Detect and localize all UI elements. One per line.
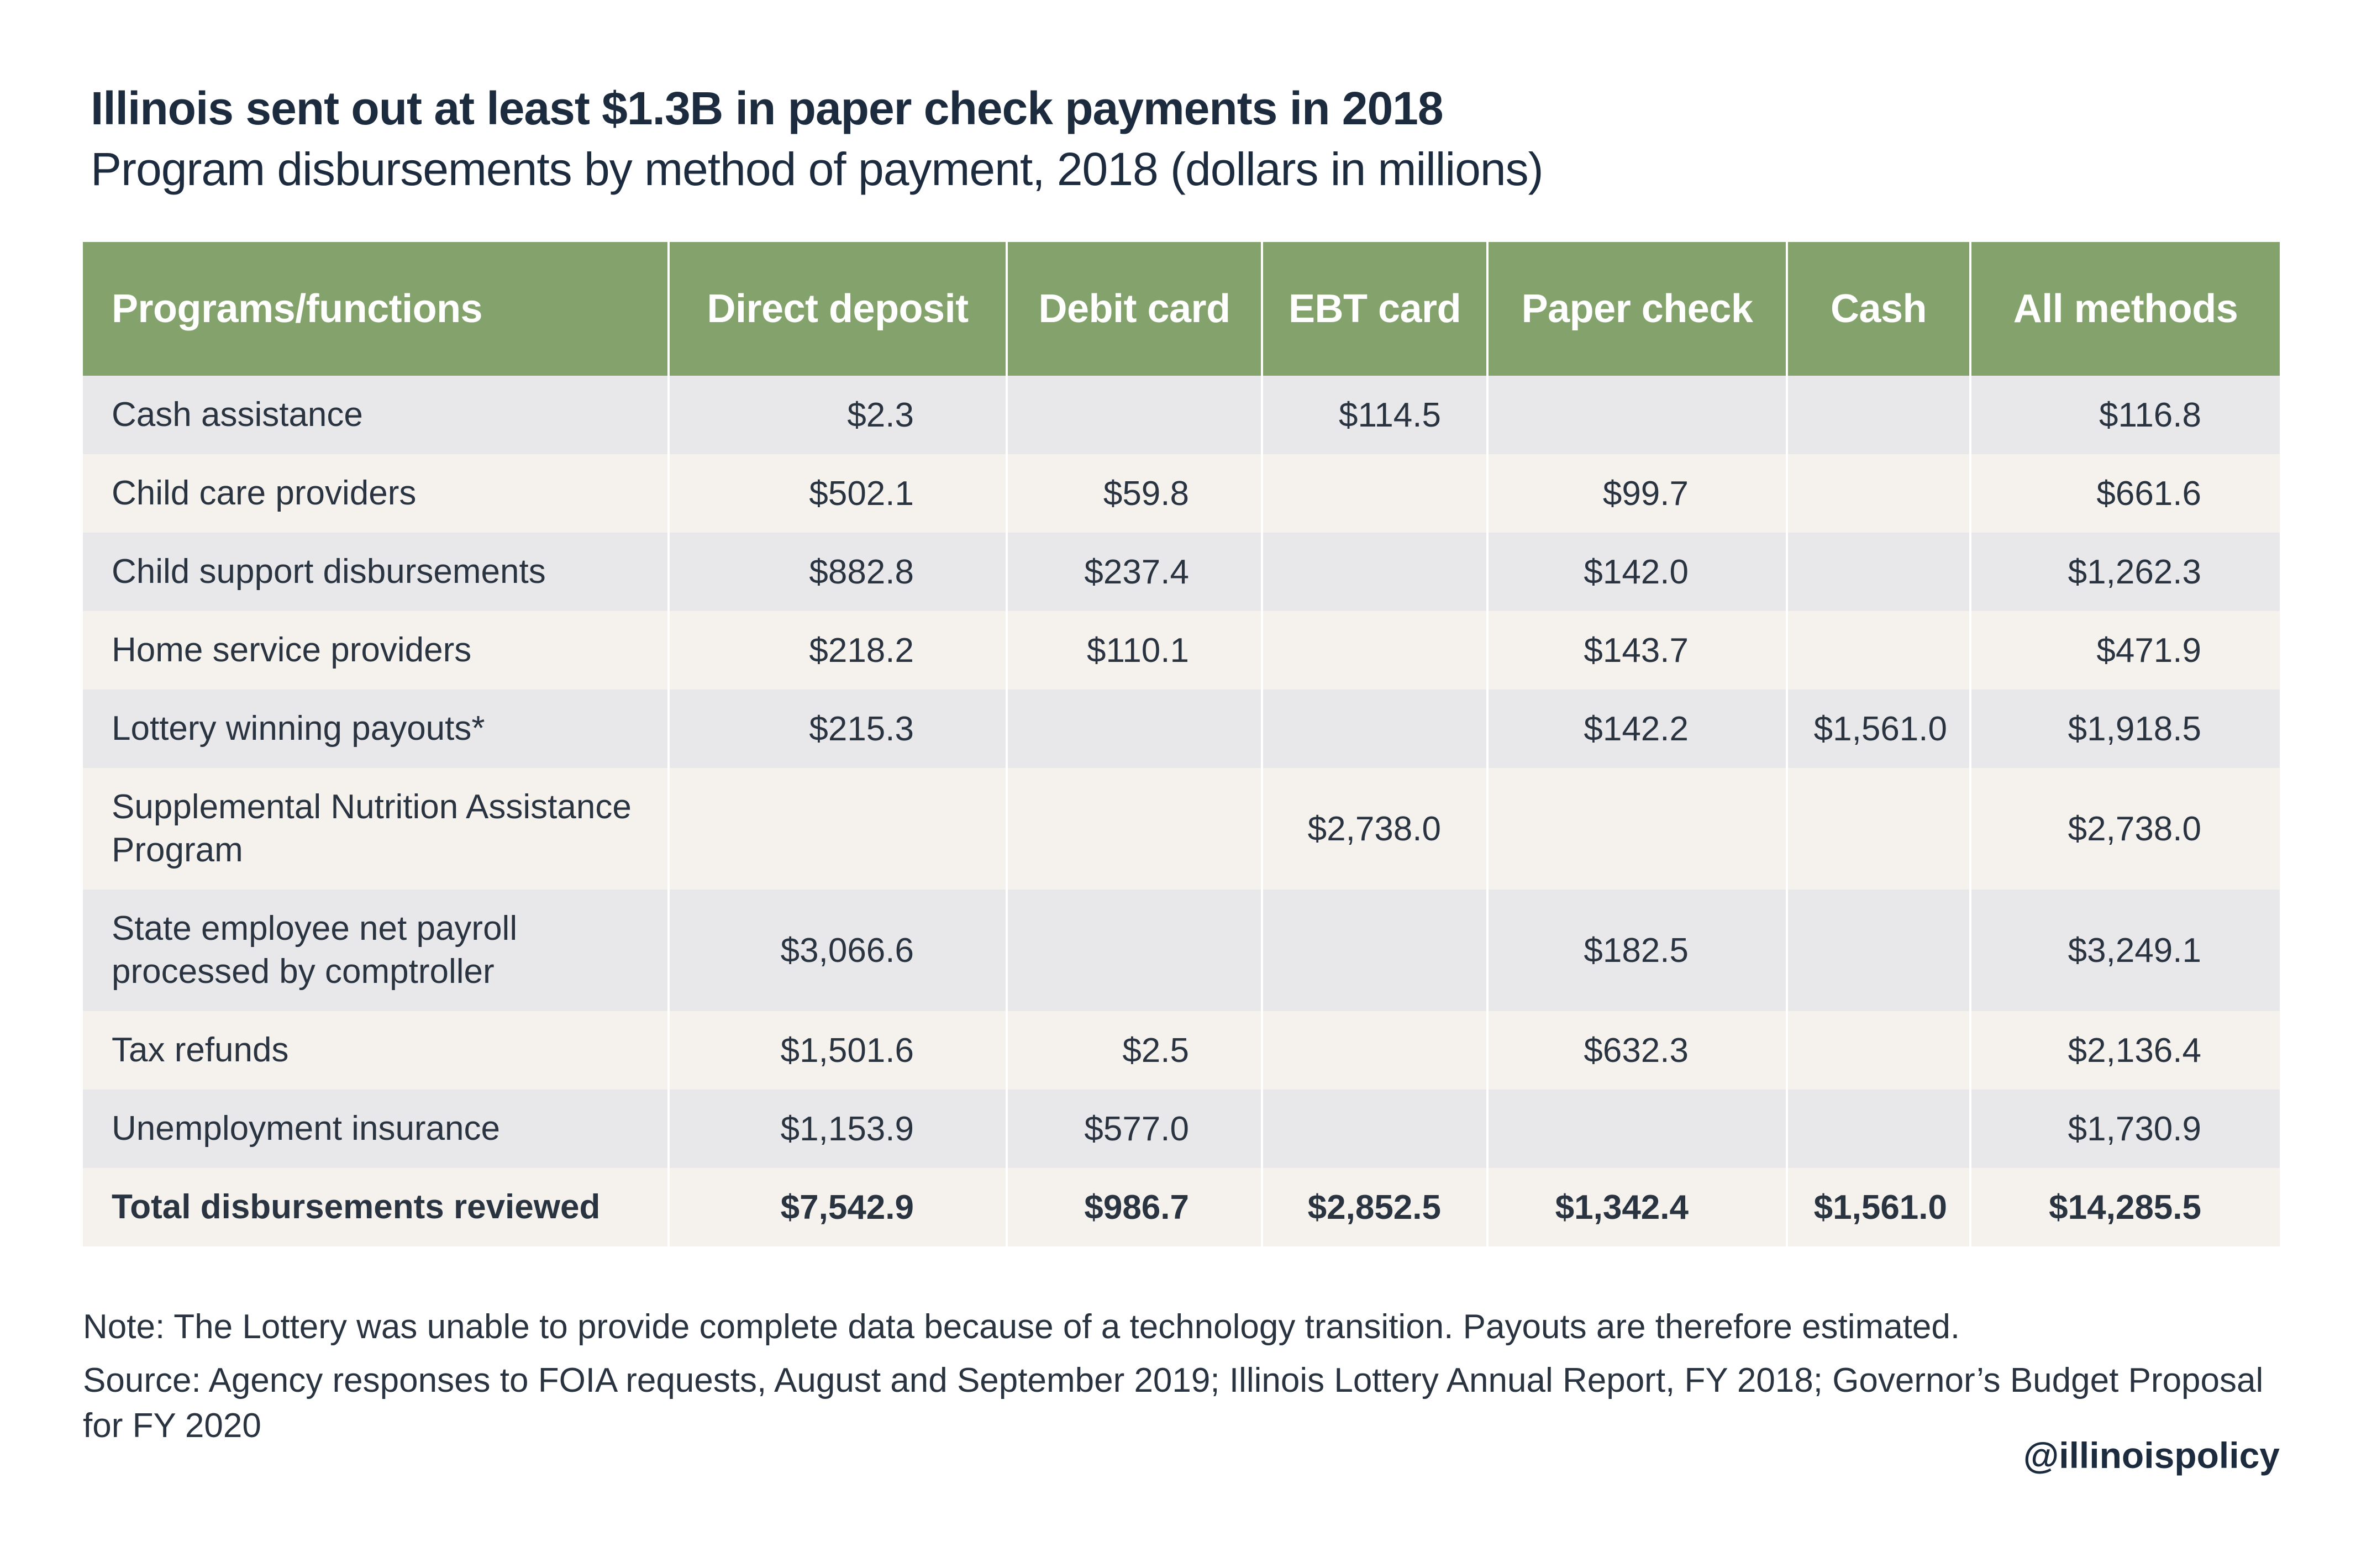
table-cell	[1007, 768, 1263, 890]
table-cell: $471.9	[1970, 611, 2280, 690]
table-cell: $114.5	[1262, 376, 1489, 454]
table-cell	[1262, 533, 1489, 611]
table-cell: $1,730.9	[1970, 1090, 2280, 1168]
table-cell	[1007, 690, 1263, 768]
table-cell: $218.2	[669, 611, 1008, 690]
table-row: Child care providers $502.1 $59.8 $99.7 …	[83, 454, 2280, 533]
table-cell	[1787, 1090, 1971, 1168]
page-title: Illinois sent out at least $1.3B in pape…	[91, 82, 1444, 134]
table-cell: $2.3	[669, 376, 1008, 454]
table-row: Home service providers $218.2 $110.1 $14…	[83, 611, 2280, 690]
table-row: Supplemental Nutrition Assistance Progra…	[83, 768, 2280, 890]
table-row: Tax refunds $1,501.6 $2.5 $632.3 $2,136.…	[83, 1011, 2280, 1090]
table-cell	[669, 768, 1008, 890]
table-cell	[1007, 376, 1263, 454]
table-cell	[1787, 768, 1971, 890]
row-label: Cash assistance	[83, 376, 670, 454]
table-cell	[1787, 890, 1971, 1011]
total-cell: $1,561.0	[1787, 1168, 1971, 1246]
total-cell: $1,342.4	[1487, 1168, 1788, 1246]
table-cell: $577.0	[1007, 1090, 1263, 1168]
table-cell: $632.3	[1487, 1011, 1788, 1090]
table-cell: $882.8	[669, 533, 1008, 611]
row-label: Supplemental Nutrition Assistance Progra…	[83, 768, 670, 890]
table-cell: $116.8	[1970, 376, 2280, 454]
table-cell: $110.1	[1007, 611, 1263, 690]
table-cell: $3,249.1	[1970, 890, 2280, 1011]
table-cell	[1787, 611, 1971, 690]
table-row: Lottery winning payouts* $215.3 $142.2 $…	[83, 690, 2280, 768]
page-subtitle: Program disbursements by method of payme…	[91, 143, 1544, 195]
table-cell: $661.6	[1970, 454, 2280, 533]
column-header: Cash	[1787, 242, 1971, 376]
total-label: Total disbursements reviewed	[83, 1168, 670, 1246]
footnote: Note: The Lottery was unable to provide …	[83, 1308, 1960, 1346]
table-cell	[1787, 533, 1971, 611]
table-cell: $99.7	[1487, 454, 1788, 533]
table-cell: $59.8	[1007, 454, 1263, 533]
table-cell: $1,501.6	[669, 1011, 1008, 1090]
table-cell: $143.7	[1487, 611, 1788, 690]
column-header: EBT card	[1262, 242, 1489, 376]
table-cell	[1787, 376, 1971, 454]
social-handle: @illinoispolicy	[2023, 1435, 2280, 1476]
table-cell: $2,738.0	[1262, 768, 1489, 890]
table-cell: $2.5	[1007, 1011, 1263, 1090]
table-cell: $182.5	[1487, 890, 1788, 1011]
table-cell	[1487, 376, 1788, 454]
total-row: Total disbursements reviewed $7,542.9 $9…	[83, 1168, 2280, 1246]
table-cell	[1262, 611, 1489, 690]
table-cell: $1,918.5	[1970, 690, 2280, 768]
table-cell	[1007, 890, 1263, 1011]
table-row: Cash assistance $2.3 $114.5 $116.8	[83, 376, 2280, 454]
source-note: Source: Agency responses to FOIA request…	[83, 1361, 2264, 1445]
table-cell: $1,262.3	[1970, 533, 2280, 611]
table-row: Unemployment insurance $1,153.9 $577.0 $…	[83, 1090, 2280, 1168]
table-cell	[1262, 454, 1489, 533]
table-cell	[1262, 1090, 1489, 1168]
total-cell: $14,285.5	[1970, 1168, 2280, 1246]
table-cell	[1262, 890, 1489, 1011]
table-cell: $3,066.6	[669, 890, 1008, 1011]
row-label: State employee net payroll processed by …	[83, 890, 670, 1011]
row-label: Lottery winning payouts*	[83, 690, 670, 768]
table-cell: $142.2	[1487, 690, 1788, 768]
row-label: Child care providers	[83, 454, 670, 533]
table-cell: $215.3	[669, 690, 1008, 768]
column-header: Direct deposit	[669, 242, 1008, 376]
table-cell: $2,136.4	[1970, 1011, 2280, 1090]
table-cell: $2,738.0	[1970, 768, 2280, 890]
table-cell: $237.4	[1007, 533, 1263, 611]
row-label: Home service providers	[83, 611, 670, 690]
row-label: Tax refunds	[83, 1011, 670, 1090]
table-cell: $1,561.0	[1787, 690, 1971, 768]
column-header: Paper check	[1487, 242, 1788, 376]
column-header: Programs/functions	[83, 242, 670, 376]
table-cell	[1262, 1011, 1489, 1090]
row-label: Child support disbursements	[83, 533, 670, 611]
table-row: Child support disbursements $882.8 $237.…	[83, 533, 2280, 611]
table-cell	[1487, 1090, 1788, 1168]
table-row: State employee net payroll processed by …	[83, 890, 2280, 1011]
table-cell	[1787, 1011, 1971, 1090]
table-cell	[1262, 690, 1489, 768]
total-cell: $7,542.9	[669, 1168, 1008, 1246]
table-cell: $1,153.9	[669, 1090, 1008, 1168]
table-cell: $142.0	[1487, 533, 1788, 611]
row-label: Unemployment insurance	[83, 1090, 670, 1168]
table-cell	[1787, 454, 1971, 533]
column-header: All methods	[1970, 242, 2280, 376]
table-cell	[1487, 768, 1788, 890]
table-cell: $502.1	[669, 454, 1008, 533]
total-cell: $2,852.5	[1262, 1168, 1489, 1246]
table-header-row: Programs/functions Direct deposit Debit …	[83, 242, 2280, 376]
column-header: Debit card	[1007, 242, 1263, 376]
disbursements-table: Programs/functions Direct deposit Debit …	[83, 242, 2280, 1246]
total-cell: $986.7	[1007, 1168, 1263, 1246]
